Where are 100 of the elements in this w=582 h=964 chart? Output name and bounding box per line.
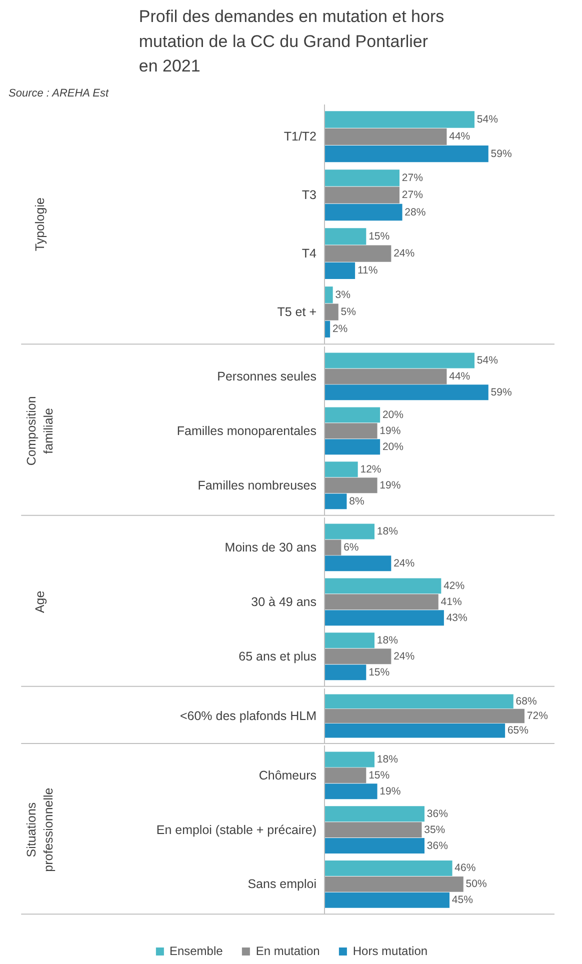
y-tick-label: T1/T2: [284, 130, 317, 144]
data-label: 18%: [376, 634, 398, 646]
bar: [324, 186, 400, 204]
y-tick-label: T3: [302, 188, 317, 202]
bar: [324, 876, 464, 892]
data-label: 59%: [490, 386, 512, 398]
bar: [324, 784, 378, 800]
bar: [324, 524, 374, 540]
data-label: 36%: [426, 808, 448, 820]
data-label: 45%: [452, 894, 473, 906]
data-label: 8%: [349, 495, 364, 508]
y-tick-label: Familles nombreuses: [198, 478, 317, 492]
bar: [324, 145, 488, 162]
data-label: 15%: [368, 666, 390, 678]
y-tick-label: 65 ans et plus: [238, 649, 317, 664]
bar: [324, 494, 347, 510]
data-label: 15%: [368, 769, 390, 782]
data-label: 24%: [394, 650, 415, 662]
y-tick-label: Sans emploi: [248, 877, 317, 892]
data-label: 15%: [368, 230, 390, 242]
bar: [324, 752, 374, 768]
chart-title: Profil des demandes en mutation et hors mutation de la CC du Grand Pontarlier en 2021: [138, 7, 444, 76]
bar: [324, 860, 452, 876]
data-label: 12%: [360, 463, 382, 476]
data-label: 2%: [332, 323, 348, 336]
y-axis-title: Composition familiale: [24, 396, 56, 466]
bar: [324, 384, 488, 400]
data-label: 65%: [507, 724, 528, 737]
data-label: 44%: [449, 130, 470, 143]
y-tick-label: <60% des plafonds HLM: [180, 709, 317, 723]
data-label: 44%: [449, 370, 470, 382]
data-label: 36%: [426, 840, 448, 852]
bar: [324, 632, 374, 648]
y-tick-label: 30 à 49 ans: [251, 594, 317, 609]
data-label: 41%: [440, 596, 462, 608]
data-label: 24%: [394, 557, 415, 570]
bar: [324, 407, 380, 423]
bar: [324, 578, 442, 594]
data-label: 27%: [402, 189, 423, 202]
data-label: 20%: [382, 440, 404, 453]
data-label: 46%: [454, 862, 476, 874]
data-label: 28%: [404, 206, 426, 218]
data-label: 20%: [382, 408, 404, 421]
y-axis-title: Age: [33, 590, 48, 614]
bar: [324, 352, 474, 368]
data-label: 18%: [376, 525, 398, 538]
data-label: 3%: [335, 288, 350, 301]
bar: [324, 594, 438, 610]
y-tick-label: T4: [302, 246, 317, 261]
bar: [324, 228, 366, 245]
bar: [324, 806, 424, 822]
bar: [324, 822, 422, 838]
y-tick-label: T5 et +: [277, 305, 317, 320]
bar: [324, 368, 447, 384]
data-label: 6%: [344, 541, 359, 554]
bar: [324, 423, 378, 439]
y-tick-label: Chômeurs: [258, 768, 317, 782]
bar: [324, 892, 450, 908]
bar: [324, 286, 333, 304]
source-note: Source : AREHA Est: [8, 88, 110, 100]
data-label: 50%: [466, 878, 487, 890]
y-tick-label: Moins de 30 ans: [224, 540, 317, 554]
data-label: 11%: [357, 264, 378, 277]
bar: [324, 838, 424, 854]
data-label: 24%: [394, 248, 415, 260]
y-tick-label: Personnes seules: [217, 369, 317, 384]
data-label: 5%: [340, 306, 356, 318]
bar: [324, 304, 338, 320]
bar: [324, 556, 392, 572]
y-tick-label: Familles monoparentales: [176, 424, 317, 438]
legend-label: Hors mutation: [352, 944, 428, 958]
bar: [324, 768, 366, 784]
data-label: 59%: [490, 148, 512, 160]
data-label: 18%: [376, 753, 398, 766]
bar: [324, 439, 380, 455]
data-label: 27%: [402, 172, 423, 184]
data-label: 19%: [380, 479, 401, 492]
bar: [324, 540, 342, 556]
data-label: 35%: [424, 824, 446, 836]
bar: [324, 262, 356, 280]
legend-label: Ensemble: [169, 944, 223, 958]
y-axis-title: Situations professionnelle: [24, 788, 56, 872]
legend-label: En mutation: [256, 944, 320, 958]
data-label: 72%: [526, 710, 548, 722]
bar: [324, 170, 400, 186]
data-label: 54%: [476, 354, 498, 366]
bar: [324, 128, 447, 145]
data-label: 43%: [446, 612, 468, 624]
bar: [324, 204, 402, 221]
bar: [324, 245, 392, 262]
data-label: 54%: [476, 114, 498, 126]
data-label: 19%: [380, 785, 401, 798]
bar: [324, 664, 366, 680]
y-axis-title: Typologie: [33, 198, 48, 252]
data-label: 42%: [444, 580, 465, 592]
bar: [324, 610, 444, 626]
bar: [324, 478, 378, 494]
bar: [324, 111, 474, 128]
bar: [324, 462, 358, 478]
data-label: 68%: [516, 695, 537, 708]
